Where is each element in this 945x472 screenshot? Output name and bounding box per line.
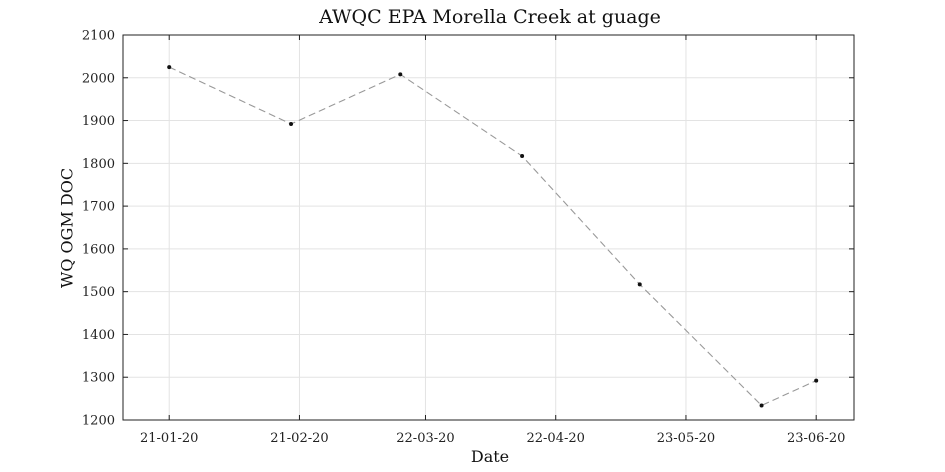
- y-tick-label: 1400: [82, 328, 115, 343]
- x-tick-label: 23-06-20: [787, 431, 845, 446]
- y-tick-label: 2100: [82, 29, 115, 44]
- data-point: [814, 378, 819, 383]
- data-point: [637, 282, 642, 287]
- data-point: [520, 154, 525, 159]
- y-axis-label: WQ OGM DOC: [57, 167, 77, 289]
- x-tick-label: 22-04-20: [527, 431, 585, 446]
- y-tick-label: 1600: [82, 242, 115, 257]
- tick-layer: 1200 1300 1400 1500 1600 1700 1800 1900 2000 2100…: [82, 29, 854, 446]
- data-point: [759, 403, 764, 408]
- data-point: [398, 72, 403, 77]
- x-axis-label: Date: [470, 447, 510, 466]
- series-line: [168, 66, 817, 407]
- y-tick-label: 1900: [82, 114, 115, 129]
- y-tick-label: 2000: [82, 71, 115, 86]
- y-tick-label: 1500: [82, 285, 115, 300]
- x-tick-label: 22-03-20: [396, 431, 454, 446]
- data-point: [167, 65, 172, 70]
- chart-title: AWQC EPA Morella Creek at guage: [319, 6, 661, 28]
- plot-frame: [122, 34, 855, 421]
- series-layer: [167, 65, 819, 408]
- y-tick-label: 1800: [82, 157, 115, 172]
- data-point: [289, 121, 294, 126]
- x-tick-label: 21-01-20: [140, 431, 198, 446]
- y-tick-label: 1300: [82, 371, 115, 386]
- grid: [123, 34, 854, 421]
- x-tick-label: 23-05-20: [657, 431, 715, 446]
- y-tick-label: 1200: [82, 414, 115, 429]
- x-tick-label: 21-02-20: [270, 431, 328, 446]
- y-tick-label: 1700: [82, 200, 115, 215]
